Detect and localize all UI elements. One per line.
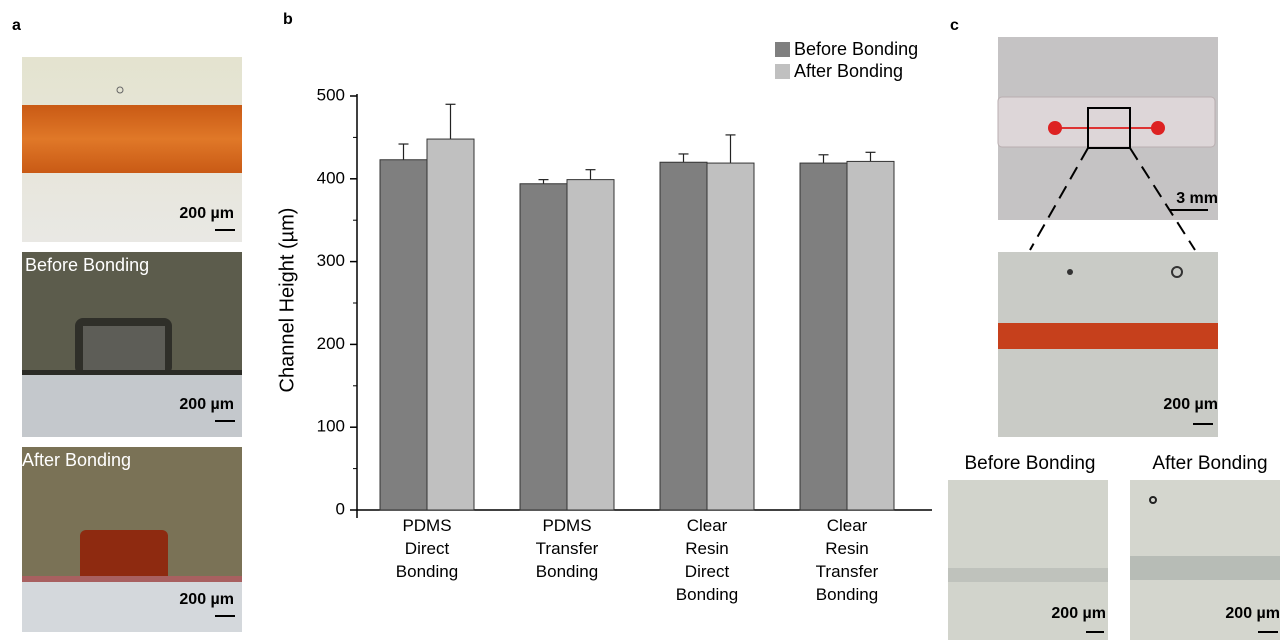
y-tick-label: 300 xyxy=(317,251,345,270)
figure: a 200 µm Before Bonding 200 µm After Bon… xyxy=(0,0,1280,640)
bar xyxy=(707,163,754,510)
bar xyxy=(567,180,614,510)
scale-bar-label: 200 µm xyxy=(179,591,234,608)
scale-bar-label: 3 mm xyxy=(1176,190,1218,207)
image-caption: After Bonding xyxy=(22,450,131,470)
panel-label: a xyxy=(12,17,21,34)
bar xyxy=(380,160,427,510)
micrograph: 200 µm xyxy=(998,252,1218,437)
micrograph: 200 µm xyxy=(1130,480,1280,640)
micrograph: Before Bonding 200 µm xyxy=(22,252,242,437)
y-tick-label: 500 xyxy=(317,85,345,104)
scale-bar-label: 200 µm xyxy=(1051,605,1106,622)
y-tick-label: 100 xyxy=(317,417,345,436)
panel-label: b xyxy=(283,11,293,28)
bar xyxy=(800,163,847,510)
bar xyxy=(660,162,707,510)
legend-label: After Bonding xyxy=(794,61,903,81)
photo: 3 mm xyxy=(998,37,1218,220)
y-tick-label: 200 xyxy=(317,334,345,353)
scale-bar-label: 200 µm xyxy=(1163,396,1218,413)
bar xyxy=(520,184,567,510)
bar xyxy=(427,139,474,510)
scale-bar-label: 200 µm xyxy=(179,396,234,413)
scale-bar-label: 200 µm xyxy=(179,205,234,222)
image-caption: Before Bonding xyxy=(25,255,149,275)
image-caption: After Bonding xyxy=(1152,453,1267,474)
legend-swatch xyxy=(775,64,790,79)
micrograph: 200 µm xyxy=(22,57,242,242)
image-caption: Before Bonding xyxy=(965,453,1096,474)
micrograph: 200 µm xyxy=(948,480,1108,640)
micrograph: After Bonding 200 µm xyxy=(22,447,242,632)
y-tick-label: 400 xyxy=(317,168,345,187)
legend-label: Before Bonding xyxy=(794,39,918,59)
bar xyxy=(847,161,894,510)
legend-swatch xyxy=(775,42,790,57)
y-axis-label: Channel Height (µm) xyxy=(276,208,298,393)
scale-bar-label: 200 µm xyxy=(1225,605,1280,622)
y-tick-label: 0 xyxy=(336,499,345,518)
panel-label: c xyxy=(950,17,959,34)
